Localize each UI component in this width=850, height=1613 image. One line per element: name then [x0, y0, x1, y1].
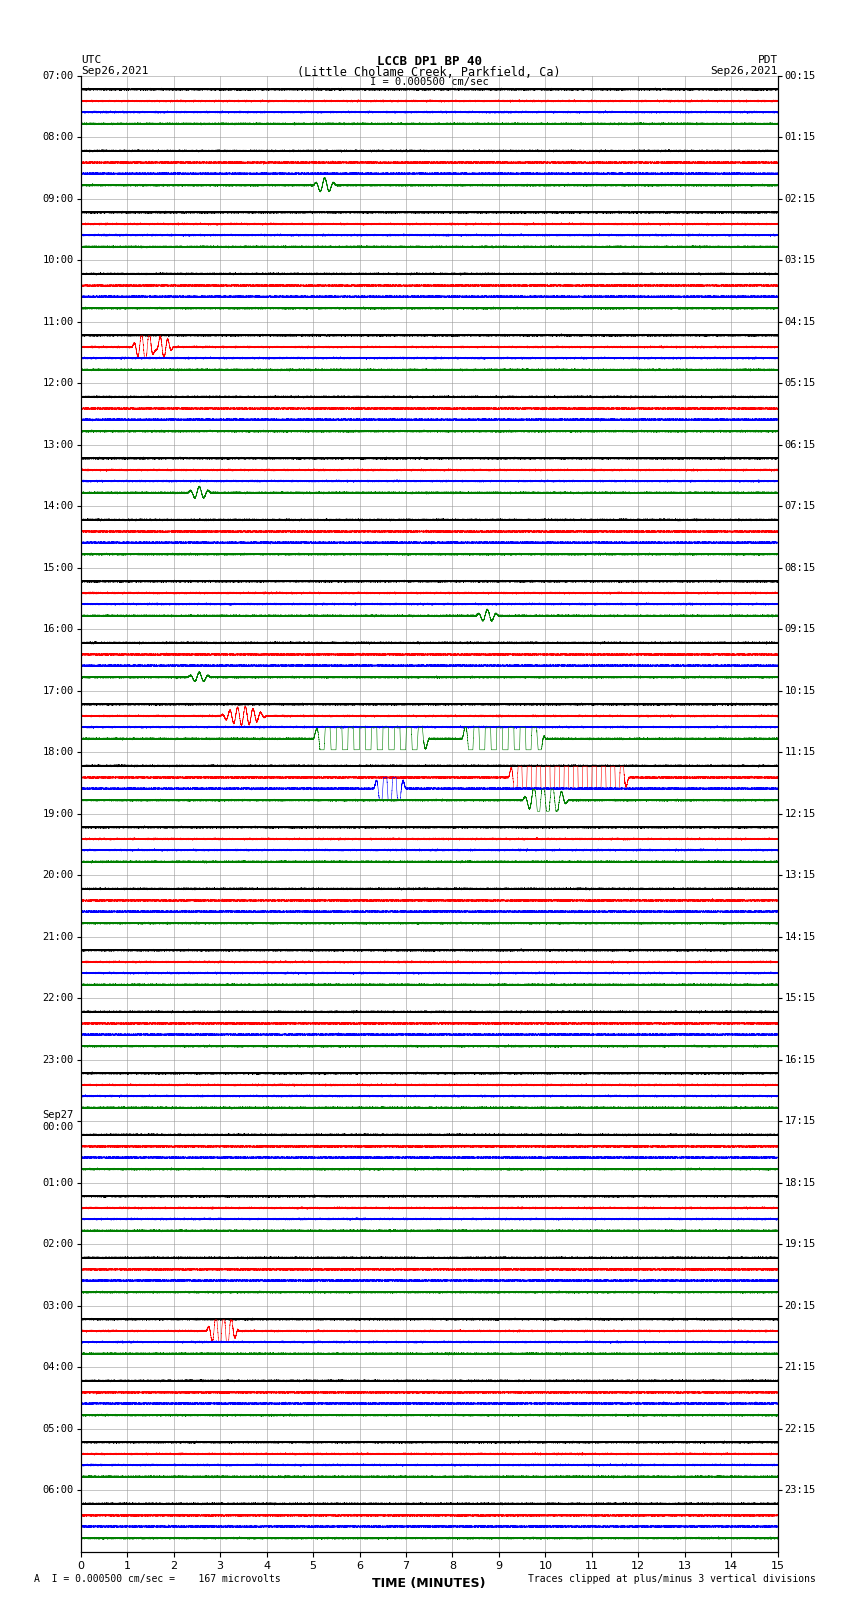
Text: (Little Cholame Creek, Parkfield, Ca): (Little Cholame Creek, Parkfield, Ca) [298, 66, 561, 79]
Text: Sep26,2021: Sep26,2021 [711, 66, 778, 76]
Text: UTC: UTC [81, 55, 101, 65]
Text: Traces clipped at plus/minus 3 vertical divisions: Traces clipped at plus/minus 3 vertical … [528, 1574, 816, 1584]
Text: A  I = 0.000500 cm/sec =    167 microvolts: A I = 0.000500 cm/sec = 167 microvolts [34, 1574, 280, 1584]
Text: Sep26,2021: Sep26,2021 [81, 66, 148, 76]
X-axis label: TIME (MINUTES): TIME (MINUTES) [372, 1578, 486, 1590]
Text: I = 0.000500 cm/sec: I = 0.000500 cm/sec [370, 77, 489, 87]
Text: LCCB DP1 BP 40: LCCB DP1 BP 40 [377, 55, 482, 68]
Text: PDT: PDT [757, 55, 778, 65]
